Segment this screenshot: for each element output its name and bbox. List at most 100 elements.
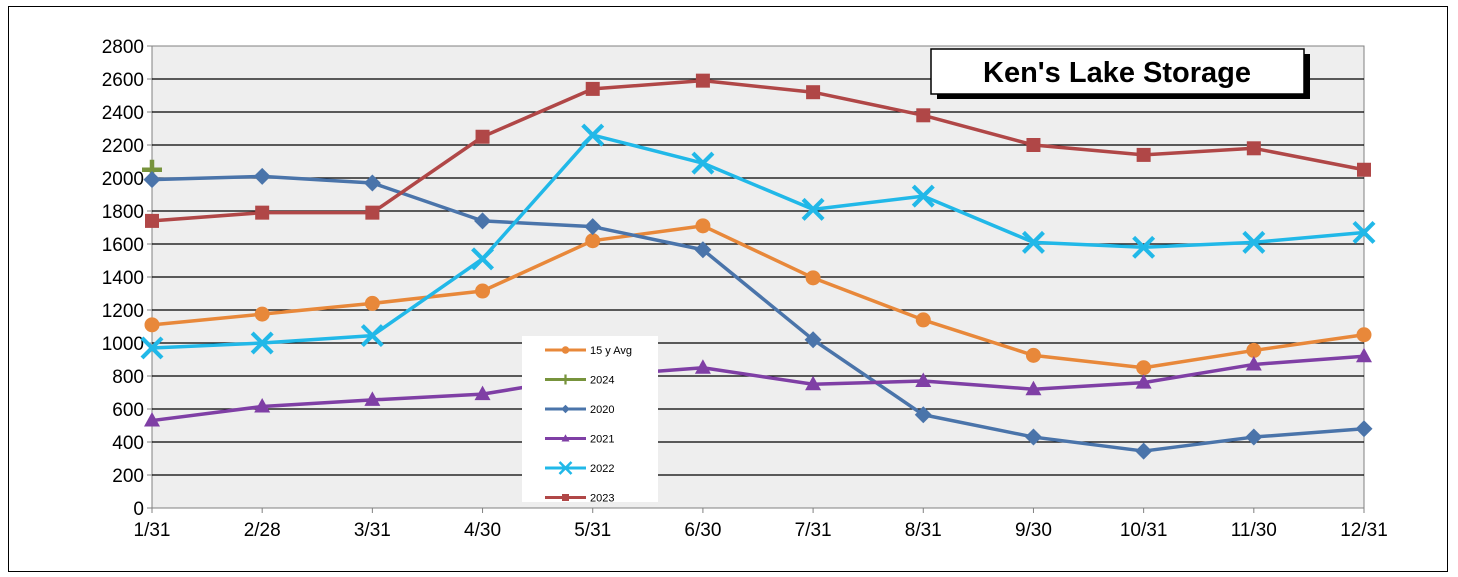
data-point bbox=[694, 359, 711, 374]
data-point bbox=[1135, 374, 1152, 389]
data-point bbox=[475, 283, 491, 299]
x-tick-label: 12/31 bbox=[1340, 520, 1388, 541]
data-point bbox=[911, 184, 935, 208]
data-point bbox=[805, 270, 821, 286]
series-line bbox=[151, 78, 1365, 223]
y-tick-label: 600 bbox=[112, 400, 144, 421]
chart-title-box: Ken's Lake Storage bbox=[930, 48, 1310, 99]
data-point bbox=[1245, 428, 1263, 446]
x-tick-label: 6/30 bbox=[684, 520, 721, 541]
data-point bbox=[365, 205, 380, 220]
data-point bbox=[254, 398, 271, 413]
series-line bbox=[151, 174, 1365, 453]
x-tick-label: 9/30 bbox=[1015, 520, 1052, 541]
data-point bbox=[471, 247, 495, 271]
data-point bbox=[584, 218, 602, 236]
series-2021 bbox=[144, 347, 1372, 427]
data-point bbox=[1025, 380, 1042, 396]
data-point bbox=[250, 331, 274, 355]
data-point bbox=[1021, 230, 1045, 254]
legend: 15 y Avg 2024 2020 2021 2022 2023 bbox=[522, 336, 658, 505]
y-tick-label: 2000 bbox=[102, 169, 144, 190]
series-line bbox=[151, 354, 1365, 423]
legend-label: 15 y Avg bbox=[590, 345, 632, 357]
x-tick-label: 3/31 bbox=[354, 520, 391, 541]
legend-marker bbox=[561, 404, 570, 414]
y-axis: 0 200 400 600 800 1000 1200 1400 1600 1800 2000 220… bbox=[102, 37, 152, 520]
y-tick-label: 1600 bbox=[102, 235, 144, 256]
data-point bbox=[1356, 347, 1372, 363]
legend-label: 2020 bbox=[590, 404, 614, 416]
y-tick-label: 2600 bbox=[102, 70, 144, 91]
series-2023 bbox=[145, 73, 1371, 228]
x-tick-label: 7/31 bbox=[795, 520, 832, 541]
data-point bbox=[916, 108, 931, 123]
data-point bbox=[474, 385, 491, 401]
data-point bbox=[1136, 147, 1151, 162]
legend-label: 2022 bbox=[590, 463, 614, 475]
series-2020 bbox=[143, 167, 1373, 460]
data-point bbox=[140, 336, 164, 360]
data-point bbox=[695, 218, 711, 234]
legend-marker bbox=[562, 494, 569, 501]
data-point bbox=[144, 317, 160, 333]
data-point bbox=[1246, 342, 1262, 358]
y-tick-label: 1800 bbox=[102, 202, 144, 223]
y-tick-label: 0 bbox=[133, 499, 144, 520]
data-point bbox=[1026, 138, 1041, 152]
data-point bbox=[915, 372, 932, 387]
x-tick-label: 10/31 bbox=[1120, 520, 1168, 541]
data-point bbox=[1024, 428, 1042, 446]
data-point bbox=[1246, 141, 1261, 156]
y-tick-label: 1400 bbox=[102, 268, 144, 289]
data-point bbox=[364, 391, 381, 406]
data-point bbox=[1136, 360, 1152, 376]
y-tick-label: 400 bbox=[112, 433, 144, 454]
data-point bbox=[1135, 442, 1153, 460]
legend-marker bbox=[558, 461, 573, 475]
series-15-y-avg bbox=[144, 218, 1372, 376]
data-point bbox=[145, 213, 159, 228]
data-point bbox=[581, 123, 605, 147]
data-point bbox=[360, 324, 384, 348]
data-point bbox=[475, 129, 490, 144]
x-axis: 1/31 2/28 3/31 4/30 5/31 6/30 7/31 8/31 9/30 10/3… bbox=[134, 507, 1388, 541]
data-point bbox=[255, 205, 270, 220]
series-line bbox=[151, 224, 1365, 370]
data-point bbox=[806, 85, 821, 100]
y-tick-label: 800 bbox=[112, 367, 144, 388]
legend-marker bbox=[560, 374, 571, 385]
x-tick-label: 8/31 bbox=[905, 520, 942, 541]
legend-label: 2021 bbox=[590, 434, 614, 446]
data-point bbox=[1245, 355, 1262, 371]
legend-marker bbox=[561, 346, 570, 354]
legend-label: 2023 bbox=[590, 493, 614, 505]
series-2022 bbox=[140, 123, 1376, 360]
data-point bbox=[1352, 220, 1376, 244]
data-point bbox=[1357, 162, 1371, 177]
gridlines bbox=[152, 78, 1364, 476]
data-point bbox=[585, 81, 600, 96]
data-point bbox=[1025, 347, 1041, 363]
data-point bbox=[143, 171, 161, 189]
y-tick-label: 200 bbox=[112, 466, 144, 487]
data-point bbox=[914, 406, 932, 424]
data-point bbox=[363, 174, 381, 192]
data-point bbox=[915, 312, 931, 328]
data-point bbox=[1132, 235, 1156, 259]
data-point bbox=[801, 197, 825, 221]
data-point bbox=[254, 306, 270, 322]
legend-label: 2024 bbox=[590, 375, 614, 387]
x-tick-label: 11/30 bbox=[1231, 520, 1277, 541]
y-tick-label: 1200 bbox=[102, 301, 144, 322]
data-point bbox=[1356, 327, 1372, 343]
y-tick-label: 2200 bbox=[102, 136, 144, 157]
y-tick-label: 1000 bbox=[102, 334, 144, 355]
x-tick-label: 1/31 bbox=[134, 520, 171, 541]
data-point bbox=[144, 412, 160, 427]
x-tick-label: 2/28 bbox=[244, 520, 281, 541]
data-point bbox=[804, 331, 822, 349]
data-point bbox=[585, 233, 601, 249]
data-point bbox=[691, 151, 715, 175]
data-point bbox=[695, 73, 710, 88]
